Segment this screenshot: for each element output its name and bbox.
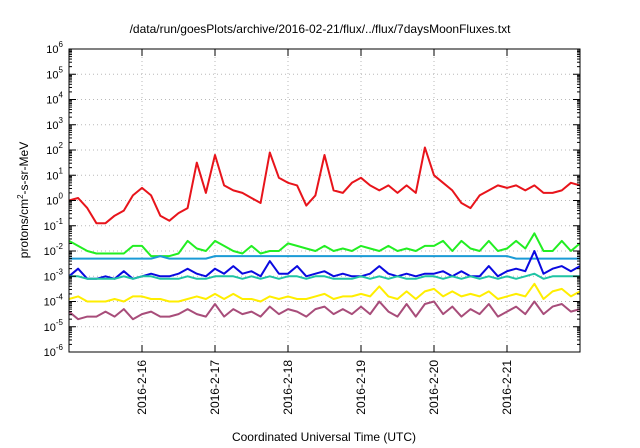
x-tick-label: 2016-2-17 — [208, 360, 222, 415]
y-tick-label: 106 — [46, 40, 63, 56]
y-tick-label: 100 — [46, 192, 63, 208]
series-line-7 — [68, 300, 581, 321]
y-tick-label: 10-4 — [44, 293, 64, 309]
x-axis-ticks: 2016-2-16 2016-2-17 2016-2-18 2016-2-19 2016… — [135, 49, 514, 415]
chart-title: /data/run/goesPlots/archive/2016-02-21/f… — [130, 22, 512, 36]
y-tick-label: 104 — [46, 91, 63, 107]
data-series — [68, 146, 581, 321]
x-tick-label: 2016-2-18 — [281, 360, 295, 415]
series-line-6 — [68, 282, 581, 303]
x-tick-label: 2016-2-16 — [135, 360, 149, 415]
y-tick-label: 103 — [46, 116, 63, 132]
y-tick-label: 10-2 — [44, 242, 64, 258]
x-tick-label: 2016-2-19 — [354, 360, 368, 415]
series-line-1 — [68, 146, 581, 225]
y-tick-label: 10-6 — [44, 343, 64, 359]
series-line-3 — [69, 255, 580, 260]
y-tick-label: 10-5 — [44, 318, 64, 334]
y-tick-label: 10-3 — [44, 267, 64, 283]
y-tick-label: 102 — [46, 141, 63, 157]
y-tick-label: 105 — [46, 65, 63, 81]
series-line-4 — [68, 250, 581, 280]
y-tick-label: 10-1 — [44, 217, 64, 233]
y-tick-label: 101 — [46, 166, 63, 182]
x-axis-label: Coordinated Universal Time (UTC) — [232, 430, 416, 444]
y-axis-label: protons/cm2-s-sr-MeV — [16, 142, 31, 258]
x-tick-label: 2016-2-21 — [500, 360, 514, 415]
y-axis-ticks: 10-6 10-5 10-4 10-3 10-2 10-1 100 101 102 103 104 1… — [44, 40, 580, 359]
series-line-2 — [68, 232, 581, 258]
series-line-5 — [69, 272, 580, 280]
x-tick-label: 2016-2-20 — [427, 360, 441, 415]
